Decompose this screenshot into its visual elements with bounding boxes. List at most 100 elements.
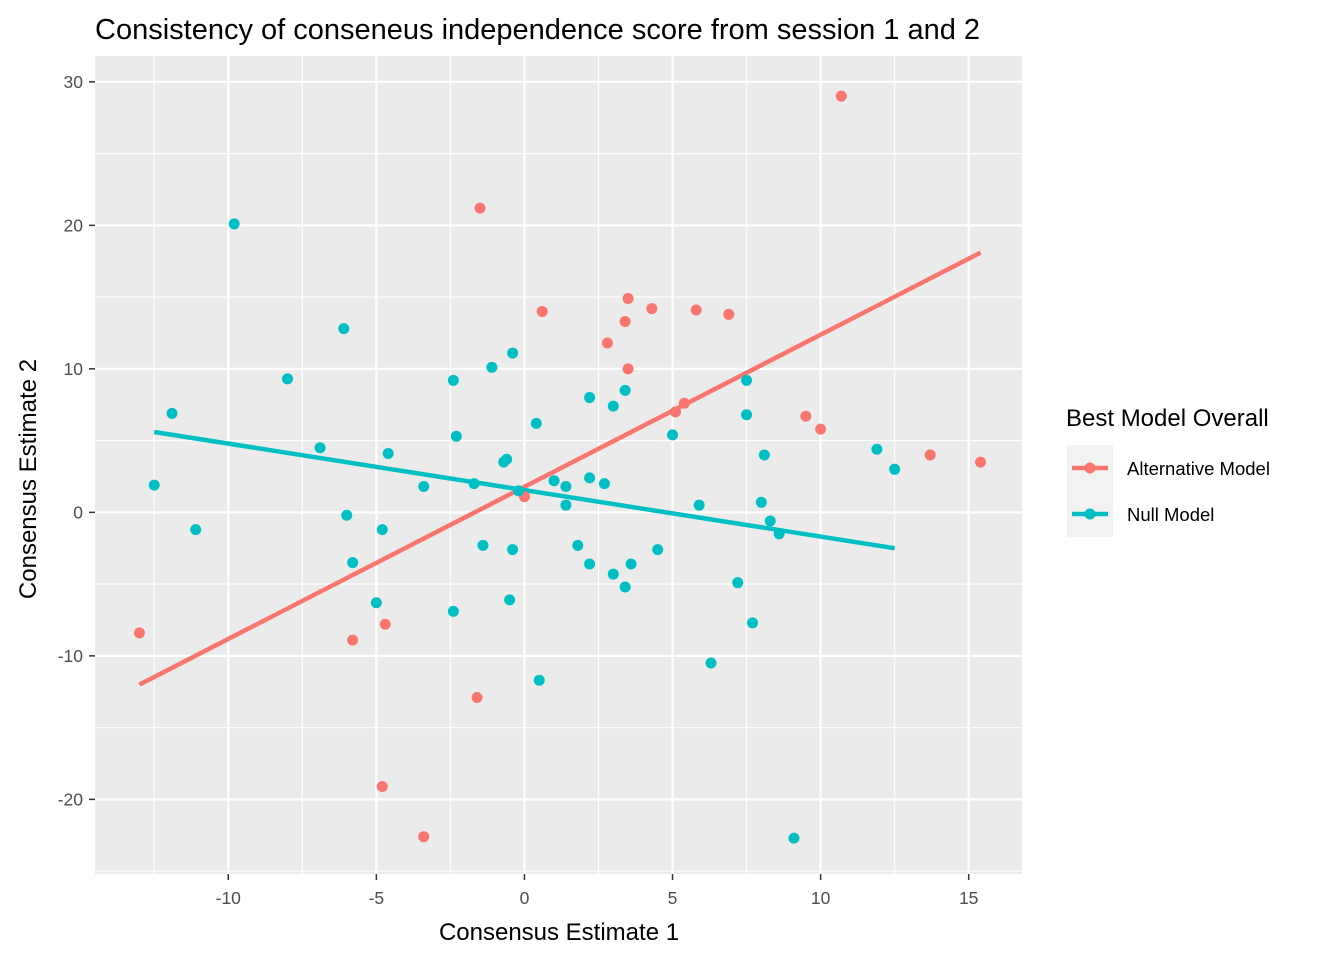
y-tick-label: 30 xyxy=(64,72,84,92)
point-null-model xyxy=(148,479,160,491)
point-alternative-model xyxy=(622,293,634,305)
x-axis: -10 -5 0 5 10 15 xyxy=(216,874,978,908)
x-tick-label: -5 xyxy=(369,888,385,908)
plot-panel xyxy=(95,56,1022,874)
point-null-model xyxy=(607,568,619,580)
point-null-model xyxy=(504,594,516,606)
point-null-model xyxy=(447,374,459,386)
point-alternative-model xyxy=(678,397,690,409)
point-null-model xyxy=(584,472,596,484)
point-alternative-model xyxy=(622,363,634,375)
point-null-model xyxy=(788,832,800,844)
point-null-model xyxy=(741,409,753,421)
point-null-model xyxy=(619,581,631,593)
point-null-model xyxy=(652,544,664,556)
point-null-model xyxy=(376,524,388,536)
point-alternative-model xyxy=(347,634,359,646)
point-null-model xyxy=(533,674,545,686)
point-null-model xyxy=(507,544,519,556)
point-null-model xyxy=(282,373,294,385)
point-null-model xyxy=(166,407,178,419)
point-alternative-model xyxy=(619,315,631,327)
trend-line-alternative-model xyxy=(138,250,982,687)
point-null-model xyxy=(871,443,883,455)
point-null-model xyxy=(741,374,753,386)
point-null-model xyxy=(228,218,240,230)
point-null-model xyxy=(477,539,489,551)
point-null-model xyxy=(501,453,513,465)
legend-key-point xyxy=(1084,462,1096,474)
point-alternative-model xyxy=(601,337,613,349)
point-alternative-model xyxy=(471,691,483,703)
point-null-model xyxy=(341,509,353,521)
legend-item-null-model: Null Model xyxy=(1067,491,1214,537)
chart-title: Consistency of conseneus independence sc… xyxy=(95,14,980,46)
point-null-model xyxy=(598,478,610,490)
x-tick-label: 15 xyxy=(959,888,978,908)
point-null-model xyxy=(667,429,679,441)
point-null-model xyxy=(347,557,359,569)
point-null-model xyxy=(584,558,596,570)
point-null-model xyxy=(746,617,758,629)
point-null-model xyxy=(382,448,394,460)
point-null-model xyxy=(758,449,770,461)
point-alternative-model xyxy=(669,406,681,418)
legend-label: Null Model xyxy=(1127,504,1214,525)
point-null-model xyxy=(418,481,430,493)
legend-label: Alternative Model xyxy=(1127,458,1270,479)
point-alternative-model xyxy=(835,90,847,102)
point-null-model xyxy=(190,524,202,536)
point-null-model xyxy=(560,499,572,511)
point-null-model xyxy=(370,597,382,609)
point-null-model xyxy=(572,539,584,551)
point-alternative-model xyxy=(376,780,388,792)
trend-lines xyxy=(138,250,982,687)
point-null-model xyxy=(584,392,596,404)
point-alternative-model xyxy=(815,423,827,435)
point-null-model xyxy=(530,417,542,429)
point-null-model xyxy=(607,400,619,412)
data-points xyxy=(133,90,987,844)
point-null-model xyxy=(450,430,462,442)
point-alternative-model xyxy=(723,308,735,320)
point-null-model xyxy=(889,463,901,475)
point-alternative-model xyxy=(646,303,658,315)
x-axis-title: Consensus Estimate 1 xyxy=(439,919,679,946)
legend-title: Best Model Overall xyxy=(1066,405,1269,432)
point-null-model xyxy=(705,657,717,669)
point-null-model xyxy=(773,528,785,540)
point-null-model xyxy=(625,558,637,570)
x-tick-label: -10 xyxy=(216,888,242,908)
y-axis-title: Consensus Estimate 2 xyxy=(15,359,42,599)
point-null-model xyxy=(755,496,767,508)
point-null-model xyxy=(314,442,326,454)
point-null-model xyxy=(486,361,498,373)
x-tick-label: 5 xyxy=(668,888,678,908)
point-alternative-model xyxy=(975,456,987,468)
point-null-model xyxy=(338,323,350,335)
x-tick-label: 10 xyxy=(811,888,831,908)
point-alternative-model xyxy=(418,831,430,843)
point-alternative-model xyxy=(924,449,936,461)
point-alternative-model xyxy=(536,305,548,317)
point-null-model xyxy=(468,478,480,490)
point-null-model xyxy=(560,481,572,493)
y-tick-label: 10 xyxy=(64,359,84,379)
y-tick-label: -20 xyxy=(58,789,84,809)
point-null-model xyxy=(447,605,459,617)
point-null-model xyxy=(693,499,705,511)
point-alternative-model xyxy=(133,627,145,639)
y-tick-label: -10 xyxy=(58,646,84,666)
legend-item-alternative-model: Alternative Model xyxy=(1067,445,1270,491)
legend: Best Model Overall Alternative Model Null… xyxy=(1066,405,1270,537)
point-null-model xyxy=(764,515,776,527)
y-tick-label: 20 xyxy=(64,215,84,235)
x-tick-label: 0 xyxy=(520,888,530,908)
point-alternative-model xyxy=(690,304,702,316)
point-null-model xyxy=(548,475,560,487)
point-null-model xyxy=(732,577,744,589)
point-null-model xyxy=(619,384,631,396)
y-tick-label: 0 xyxy=(73,502,83,522)
legend-key-point xyxy=(1084,508,1096,520)
